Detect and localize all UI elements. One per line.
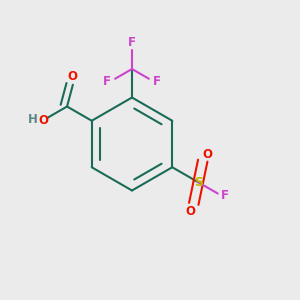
Text: O: O xyxy=(186,205,196,218)
Text: F: F xyxy=(103,75,111,88)
Text: O: O xyxy=(202,148,212,160)
Text: F: F xyxy=(153,75,161,88)
Text: O: O xyxy=(68,70,78,83)
Text: O: O xyxy=(38,114,48,127)
Text: F: F xyxy=(221,188,229,202)
Text: F: F xyxy=(128,35,136,49)
Text: S: S xyxy=(194,176,203,189)
Text: H: H xyxy=(28,113,38,126)
